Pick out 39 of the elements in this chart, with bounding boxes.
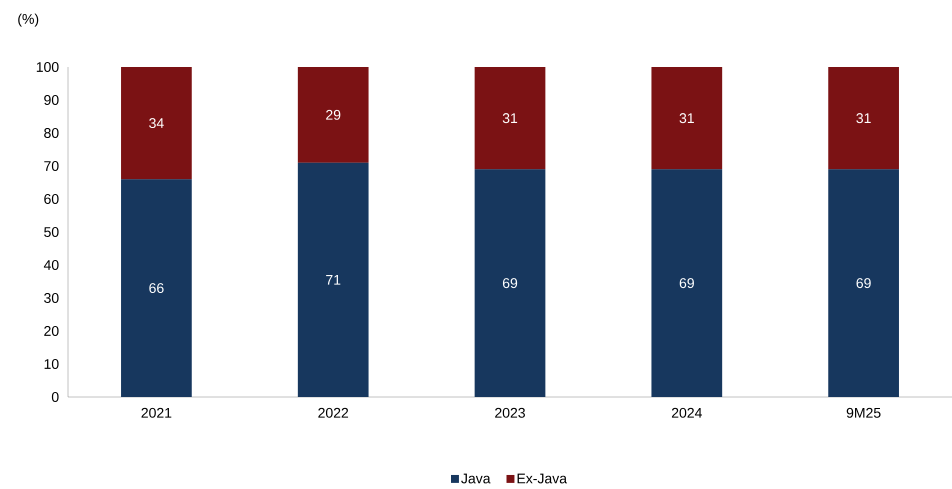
y-tick-label: 60 [44,194,59,204]
bar [651,169,722,397]
data-label: 31 [502,113,518,124]
data-label: 29 [326,110,340,120]
x-tick-label: 2024 [672,408,702,418]
bar [298,162,369,397]
bar [474,169,546,397]
x-tick-label: 2023 [495,408,525,418]
data-label: 31 [856,113,871,124]
data-label: 34 [149,118,164,128]
data-label: 66 [149,283,164,294]
y-tick-label: 40 [44,260,59,270]
y-tick-label: 10 [44,359,59,369]
y-tick-label: 20 [44,326,59,336]
bar [474,66,546,170]
y-tick-label: 30 [44,293,59,303]
y-axis-title: (%) [18,14,38,27]
legend-label: Ex-Java [518,474,567,484]
data-label: 69 [680,278,694,288]
bar [121,179,192,397]
bar [828,169,899,397]
y-tick-label: 100 [36,62,59,72]
bar [121,66,192,180]
bar [298,66,369,163]
x-tick-label: 9M25 [846,408,881,418]
data-label: 69 [856,278,871,288]
y-tick-label: 90 [44,95,59,105]
bar [828,66,899,170]
data-label: 71 [326,275,340,285]
y-tick-label: 80 [44,128,59,138]
data-label: 69 [502,278,518,288]
bar [651,66,722,170]
x-tick-label: 2022 [318,408,348,418]
y-tick-label: 0 [52,392,59,402]
x-tick-label: 2021 [142,408,172,418]
legend-label: Java [461,474,491,484]
data-label: 31 [680,113,694,124]
y-tick-label: 50 [44,227,59,237]
y-tick-label: 70 [44,161,59,171]
